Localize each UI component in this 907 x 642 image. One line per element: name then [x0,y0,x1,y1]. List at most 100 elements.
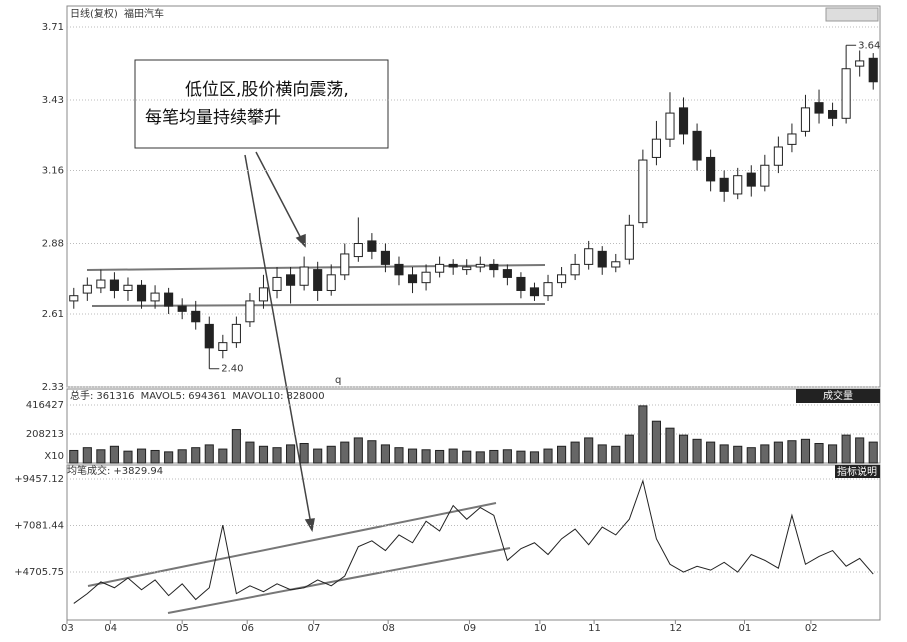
volume-bar [611,445,621,464]
x-tick-label: 06 [241,623,254,634]
legend-value: 694361 [188,391,226,402]
y-tick-label: +7081.44 [14,520,64,531]
y-tick-label: 208213 [26,429,64,440]
volume-bar [841,434,851,464]
volume-bar [773,441,783,464]
window-controls[interactable] [825,7,879,22]
candle-body [529,287,540,297]
volume-bar [69,449,79,464]
candle-body [204,323,214,349]
volume-bar [706,441,716,464]
volume-bar [272,447,282,464]
volume-bar [570,441,580,464]
volume-bar [597,444,607,464]
candle-body [624,224,634,260]
x-tick-label: 11 [588,623,601,634]
y-tick-label: 3.71 [42,22,64,33]
header-title: 日线(复权) [70,7,118,20]
candle-body [123,284,133,291]
candle-body [570,263,580,276]
volume-bar [489,449,499,464]
candle-body [299,266,309,286]
volume-bar [516,450,526,464]
y-tick-label: +4705.75 [14,567,64,578]
volume-panel [66,388,881,464]
volume-bar [286,444,296,464]
volume-bar [678,434,689,464]
avg-panel [66,464,881,621]
candle-body [69,295,79,302]
candle-body [286,274,296,286]
candle-body [340,253,350,276]
y-tick-label: 3.16 [42,165,64,176]
series-value: +3829.94 [113,466,163,477]
x-tick-label: 12 [669,623,682,634]
legend-label: MAVOL5: [141,391,186,402]
volume-bar [733,445,743,464]
volume-bar [82,447,92,464]
volume-bar [96,449,106,464]
candle-body [692,130,702,161]
x-tick-label: 05 [176,623,189,634]
candle-body [353,243,363,258]
candle-body [719,177,729,192]
indicator-button[interactable] [835,465,880,478]
candle-body [462,266,472,271]
volume-bar [529,451,540,464]
candle-body [773,146,783,166]
candle-body [407,274,418,284]
volume-bar [760,444,770,464]
volume-bar [313,448,323,464]
series-label: 均笔成交: [67,464,110,477]
x-tick-label: 02 [805,623,818,634]
volume-bar [692,438,702,464]
volume-bar [218,448,228,464]
note-line: 每笔均量持续攀升 [145,108,281,128]
legend-value: 361316 [96,391,134,402]
candle-body [475,263,485,268]
x-tick-label: 04 [104,623,117,634]
candle-body [313,269,323,291]
unit-label: X10 [44,451,64,462]
candle-body [96,279,106,289]
indicator-button-label[interactable]: 指标说明 [837,465,877,478]
candle-body [868,57,878,83]
volume-bar [353,437,363,464]
candle-body [557,274,567,284]
y-tick-label: 416427 [26,400,64,411]
volume-bar [868,441,878,464]
header-stock: 福田汽车 [124,7,164,20]
candle-body [489,263,499,271]
candle-body [380,250,390,265]
legend-label: MAVOL10: [232,391,283,402]
volume-bar [624,434,634,464]
candle-body [760,164,770,187]
volume-button-label[interactable]: 成交量 [823,389,853,402]
x-tick-label: 01 [739,623,752,634]
volume-bar [828,444,838,464]
x-tick-label: 03 [61,623,74,634]
volume-bar [855,437,865,464]
candle-body [326,274,336,291]
volume-bar [787,440,797,464]
candle-body [543,282,553,297]
candle-body [231,323,241,344]
candle-body [272,276,282,291]
volume-bar [557,445,567,464]
volume-bar [502,449,512,464]
volume-bar [299,442,309,464]
volume-bar [123,450,133,464]
candle-body [164,292,174,307]
volume-button[interactable] [796,389,880,403]
volume-bar [245,441,255,464]
volume-bar [651,420,661,464]
candle-body [177,305,187,312]
candle-body [651,138,661,158]
candle-body [787,133,797,145]
candle-body [828,109,838,119]
y-tick-label: 2.33 [42,382,64,393]
volume-bar [584,437,594,464]
price-panel [66,5,881,388]
y-tick-label: 2.88 [42,239,64,250]
candle-body [258,287,269,302]
